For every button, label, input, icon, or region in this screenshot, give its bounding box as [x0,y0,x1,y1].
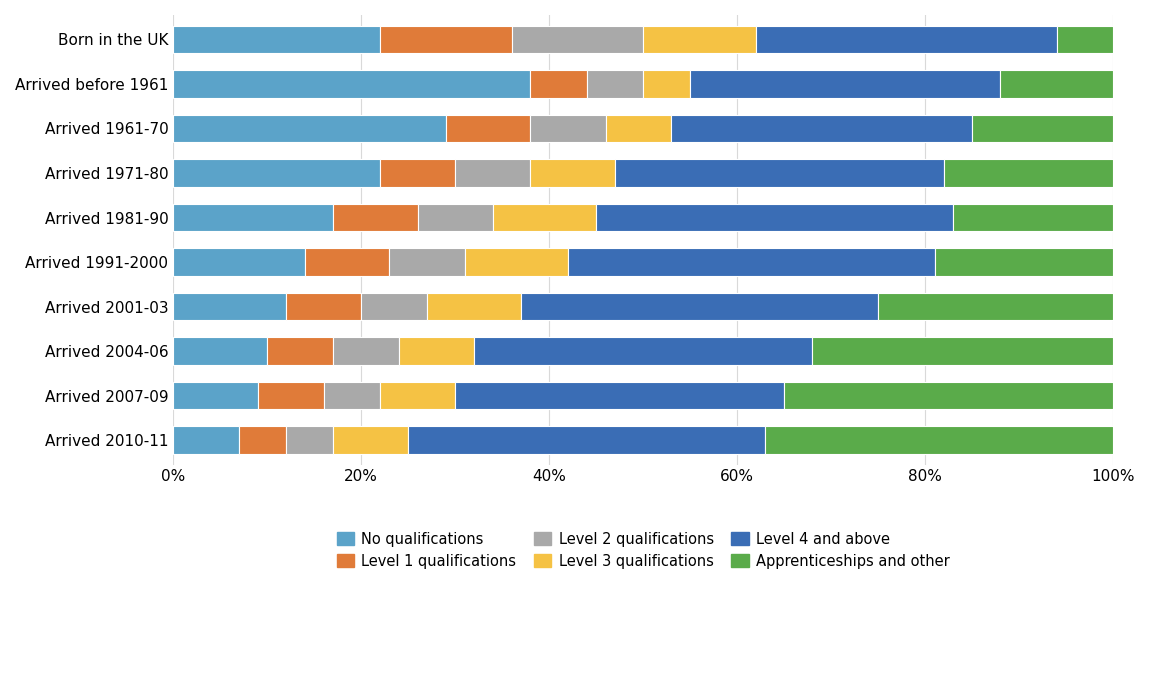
Bar [944,159,1113,187]
Bar [690,70,1000,98]
Bar [323,382,380,409]
Bar [1000,70,1113,98]
Bar [267,337,334,364]
Bar [568,248,935,276]
Bar [174,70,530,98]
Bar [784,382,1113,409]
Bar [305,248,390,276]
Bar [615,159,944,187]
Bar [766,426,1113,454]
Bar [521,293,879,320]
Legend: No qualifications, Level 1 qualifications, Level 2 qualifications, Level 3 quali: No qualifications, Level 1 qualification… [331,526,956,575]
Bar [239,426,286,454]
Bar [380,382,455,409]
Bar [174,25,380,53]
Bar [455,382,784,409]
Bar [174,426,239,454]
Bar [174,114,446,143]
Bar [174,204,334,232]
Bar [606,114,672,143]
Bar [643,70,690,98]
Bar [643,25,756,53]
Bar [258,382,323,409]
Bar [953,204,1113,232]
Bar [935,248,1113,276]
Bar [465,248,568,276]
Bar [174,337,267,364]
Bar [380,25,512,53]
Bar [286,293,361,320]
Bar [493,204,596,232]
Bar [596,204,953,232]
Bar [334,337,399,364]
Bar [446,114,530,143]
Bar [361,293,427,320]
Bar [174,382,258,409]
Bar [530,70,586,98]
Bar [586,70,643,98]
Bar [390,248,465,276]
Bar [174,293,286,320]
Bar [672,114,972,143]
Bar [286,426,334,454]
Bar [530,159,615,187]
Bar [174,159,380,187]
Bar [334,426,408,454]
Bar [972,114,1113,143]
Bar [512,25,643,53]
Bar [380,159,455,187]
Bar [174,248,305,276]
Bar [530,114,606,143]
Bar [812,337,1113,364]
Bar [417,204,493,232]
Bar [334,204,417,232]
Bar [1057,25,1113,53]
Bar [427,293,521,320]
Bar [879,293,1113,320]
Bar [756,25,1057,53]
Bar [399,337,474,364]
Bar [408,426,766,454]
Bar [474,337,812,364]
Bar [455,159,530,187]
